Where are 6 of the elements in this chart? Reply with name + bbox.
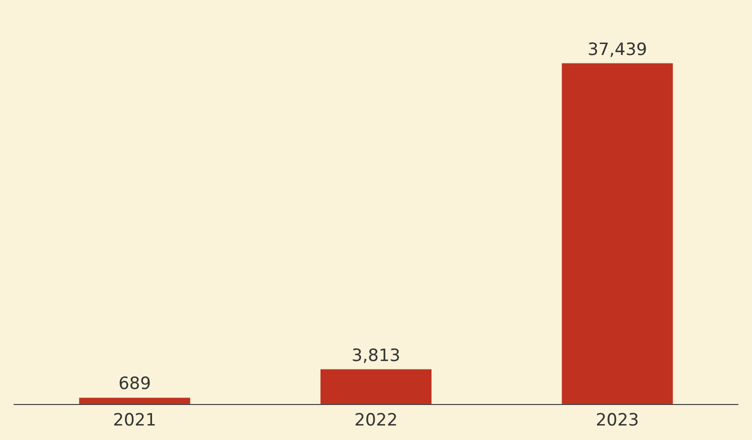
x-tick-label: 2021 [113,410,156,430]
data-label: 3,813 [352,346,400,366]
x-tick-label: 2023 [596,410,639,430]
data-label: 37,439 [588,40,648,60]
data-label: 689 [118,374,151,394]
x-tick-label: 2022 [354,410,398,430]
